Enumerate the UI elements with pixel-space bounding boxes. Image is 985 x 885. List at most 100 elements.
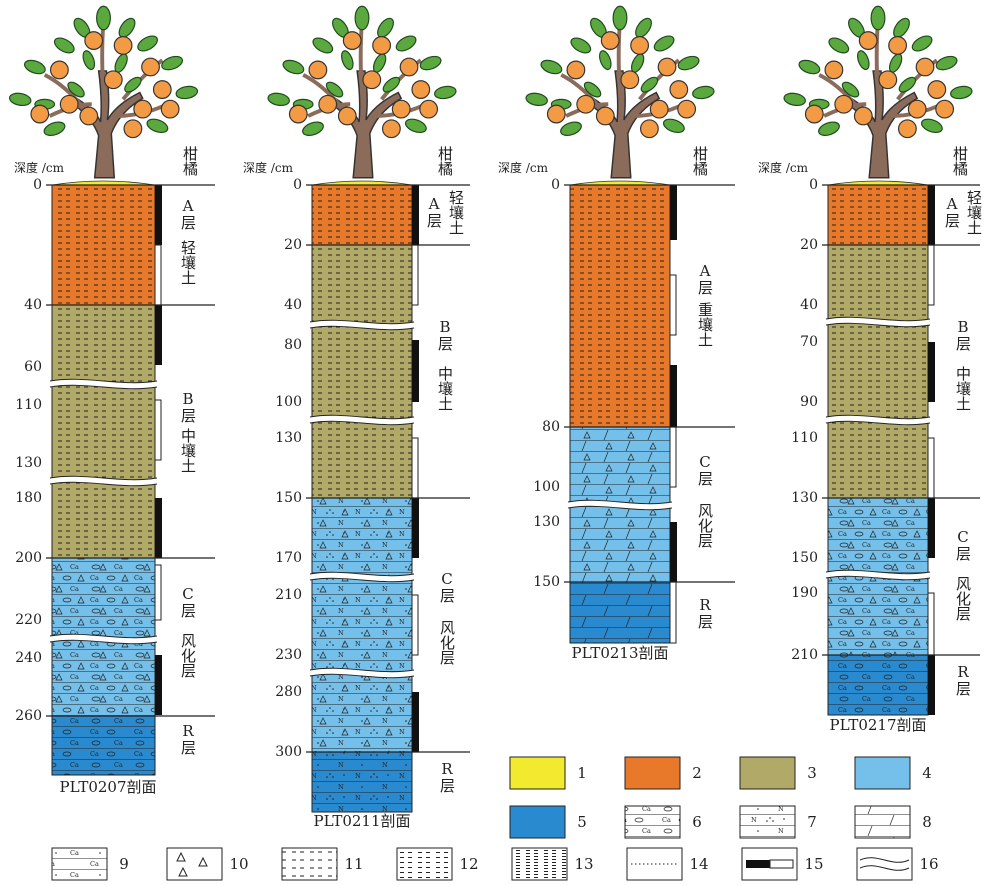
sample-bar: [670, 365, 677, 427]
depth-label: 200: [15, 550, 42, 566]
layer-label: R层: [179, 722, 197, 755]
break-line: [309, 319, 415, 325]
legend-number: 11: [344, 855, 363, 873]
depth-label: 130: [275, 430, 302, 446]
depth-header: 深度 /cm: [758, 160, 809, 175]
layer-label: 风化层: [696, 503, 714, 548]
layer-label: 中壤土: [179, 428, 197, 473]
soil-layer: [828, 185, 928, 245]
legend-number: 15: [804, 855, 823, 873]
sample-bracket: [928, 437, 935, 499]
sample-bracket: [670, 274, 677, 336]
layer-label: C层: [179, 585, 197, 618]
soil-layer: [312, 185, 412, 245]
depth-label: 150: [533, 574, 560, 590]
sample-bar: [928, 655, 935, 715]
sample-bar: [670, 185, 677, 240]
sample-bracket: [155, 564, 162, 621]
depth-label: 300: [275, 744, 302, 760]
legend-swatch: [739, 756, 796, 790]
soil-layer: [828, 245, 928, 498]
legend-number: 7: [807, 813, 817, 831]
legend-number: 10: [229, 855, 248, 873]
citrus-tree: [9, 6, 199, 178]
depth-label: 260: [15, 708, 42, 724]
break-line: [825, 420, 931, 426]
layer-label: R层: [438, 760, 456, 793]
depth-label: 130: [533, 514, 560, 530]
layer-label: 轻壤土: [447, 190, 465, 235]
depth-label: 0: [809, 177, 818, 193]
layer-label: 重壤土: [696, 302, 714, 347]
sample-bracket: [412, 437, 419, 499]
layer-label: C层: [438, 570, 456, 603]
legend-swatch: [624, 756, 681, 790]
depth-label: 80: [284, 337, 302, 353]
legend-symbol: [176, 851, 208, 877]
soil-layer: [312, 245, 412, 498]
depth-label: 130: [15, 455, 42, 471]
layer-label: C层: [696, 453, 714, 486]
layer-label: B层: [954, 318, 972, 351]
depth-label: 110: [15, 397, 42, 413]
layer-label: 风化层: [438, 620, 456, 665]
layer-label: B层: [179, 390, 197, 423]
depth-label: 100: [533, 479, 560, 495]
legend-symbol: [769, 859, 794, 869]
sample-bar: [670, 522, 677, 582]
legend-swatch: [854, 805, 911, 839]
crop-label: 柑橘: [951, 146, 969, 176]
legend-swatch: [739, 805, 796, 839]
legend-number: 3: [807, 764, 817, 782]
depth-label: 0: [33, 177, 42, 193]
sample-bar: [155, 305, 162, 365]
crop-label: 柑橘: [436, 146, 454, 176]
depth-label: 280: [275, 684, 302, 700]
break-line: [825, 322, 931, 328]
soil-layer: [52, 716, 155, 775]
sample-bar: [155, 655, 162, 715]
layer-label: C层: [954, 528, 972, 561]
break-line: [825, 569, 931, 575]
depth-label: 40: [284, 297, 302, 313]
depth-label: 20: [284, 237, 302, 253]
depth-label: 150: [275, 490, 302, 506]
profile-name: PLT0217剖面: [829, 716, 926, 734]
layer-label: R层: [954, 663, 972, 696]
break-line: [49, 481, 158, 487]
layer-label: A层: [179, 197, 197, 230]
sample-bracket: [928, 244, 935, 306]
depth-label: 0: [551, 177, 560, 193]
sample-bar: [928, 342, 935, 402]
break-line: [49, 475, 158, 481]
legend-swatch: [396, 847, 453, 881]
layer-label: R层: [696, 596, 714, 629]
citrus-tree: [783, 6, 973, 178]
legend-swatch: [509, 805, 566, 839]
layer-label: 轻壤土: [965, 190, 983, 235]
legend-number: 9: [119, 855, 129, 873]
layer-label: 中壤土: [436, 366, 454, 411]
layer-label: 风化层: [954, 576, 972, 621]
break-line: [49, 384, 158, 390]
sample-bar: [155, 498, 162, 558]
break-line: [825, 316, 931, 322]
sample-bar: [928, 185, 935, 245]
depth-label: 0: [293, 177, 302, 193]
layer-label: 轻壤土: [179, 240, 197, 285]
sample-bracket: [412, 244, 419, 306]
depth-label: 210: [275, 587, 302, 603]
legend-swatch: [281, 847, 338, 881]
sample-bar: [412, 340, 419, 402]
depth-label: 210: [791, 647, 818, 663]
break-line: [567, 505, 673, 511]
depth-label: 150: [791, 550, 818, 566]
legend-swatch: [166, 847, 223, 881]
sample-bracket: [928, 592, 935, 656]
break-gap: [50, 379, 157, 389]
depth-label: 190: [791, 585, 818, 601]
break-gap: [826, 317, 930, 327]
depth-label: 40: [24, 297, 42, 313]
legend-symbol: [859, 865, 910, 871]
soil-layer: [312, 498, 412, 752]
